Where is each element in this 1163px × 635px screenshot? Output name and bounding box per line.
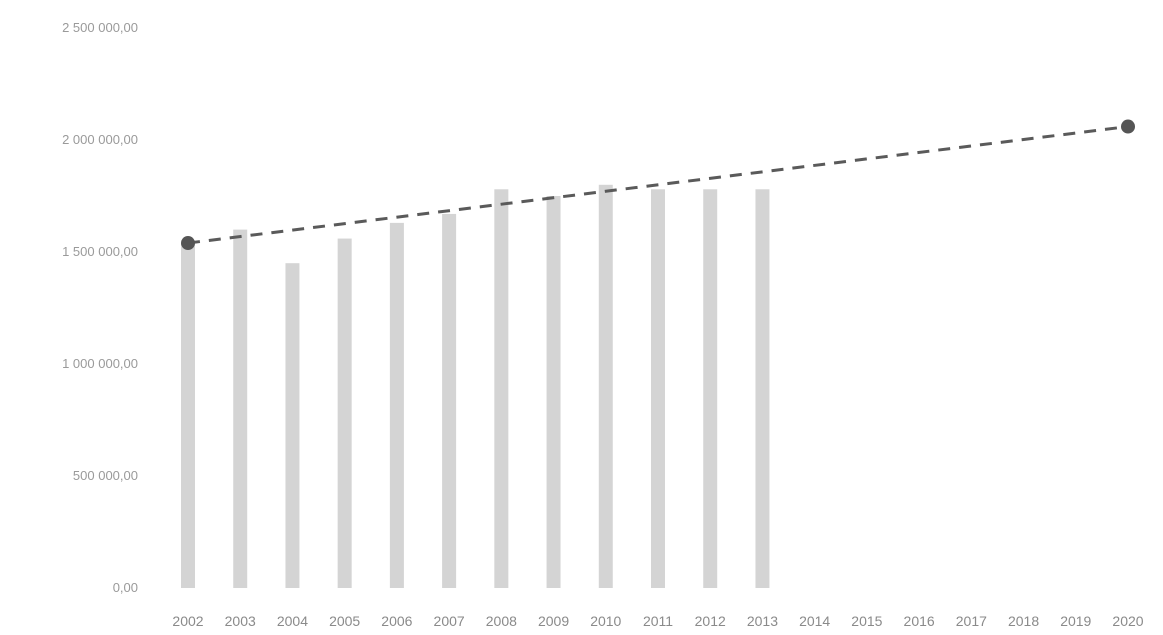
bar-2013 xyxy=(755,189,770,588)
bars xyxy=(181,184,770,589)
bar-2006 xyxy=(389,222,404,588)
y-tick-label: 0,00 xyxy=(113,580,138,595)
x-tick-label: 2008 xyxy=(486,613,517,629)
trendline xyxy=(181,119,1135,251)
x-tick-label: 2010 xyxy=(590,613,621,629)
trend-line xyxy=(187,125,1129,245)
x-tick-label: 2018 xyxy=(1008,613,1039,629)
x-tick-label: 2002 xyxy=(172,613,203,629)
x-tick-label: 2019 xyxy=(1060,613,1091,629)
bar-2004 xyxy=(285,263,300,588)
x-tick-label: 2005 xyxy=(329,613,360,629)
x-tick-label: 2016 xyxy=(904,613,935,629)
trend-end-marker xyxy=(1121,119,1135,134)
bar-2011 xyxy=(651,189,665,588)
x-axis-ticks: 2002 2003 2004 2005 2006 2007 2008 2009 2010 2011… xyxy=(172,613,1143,629)
bar-2002 xyxy=(181,243,195,589)
x-tick-label: 2012 xyxy=(695,613,726,629)
y-tick-label: 1 000 000,00 xyxy=(62,356,138,371)
x-tick-label: 2011 xyxy=(643,613,673,629)
y-tick-label: 2 500 000,00 xyxy=(62,20,138,35)
bar-2007 xyxy=(442,213,457,589)
y-tick-label: 2 000 000,00 xyxy=(62,132,138,147)
y-tick-label: 500 000,00 xyxy=(73,468,138,483)
bar-2012 xyxy=(703,189,718,588)
x-tick-label: 2020 xyxy=(1112,613,1143,629)
x-tick-label: 2003 xyxy=(225,613,256,629)
bar-2010 xyxy=(598,184,613,589)
x-tick-label: 2015 xyxy=(851,613,882,629)
bar-2005 xyxy=(337,238,352,588)
x-tick-label: 2006 xyxy=(381,613,412,629)
x-tick-label: 2017 xyxy=(956,613,987,629)
bar-2003 xyxy=(233,229,248,588)
x-tick-label: 2014 xyxy=(799,613,830,629)
x-tick-label: 2004 xyxy=(277,613,308,629)
bar-2009 xyxy=(546,196,561,588)
x-tick-label: 2007 xyxy=(434,613,465,629)
y-axis-ticks: 0,00 500 000,00 1 000 000,00 1 500 000,00 2 … xyxy=(62,20,138,595)
bar-2008 xyxy=(494,189,509,588)
x-tick-label: 2013 xyxy=(747,613,778,629)
x-tick-label: 2009 xyxy=(538,613,569,629)
y-tick-label: 1 500 000,00 xyxy=(62,244,138,259)
trend-start-marker xyxy=(181,236,195,251)
